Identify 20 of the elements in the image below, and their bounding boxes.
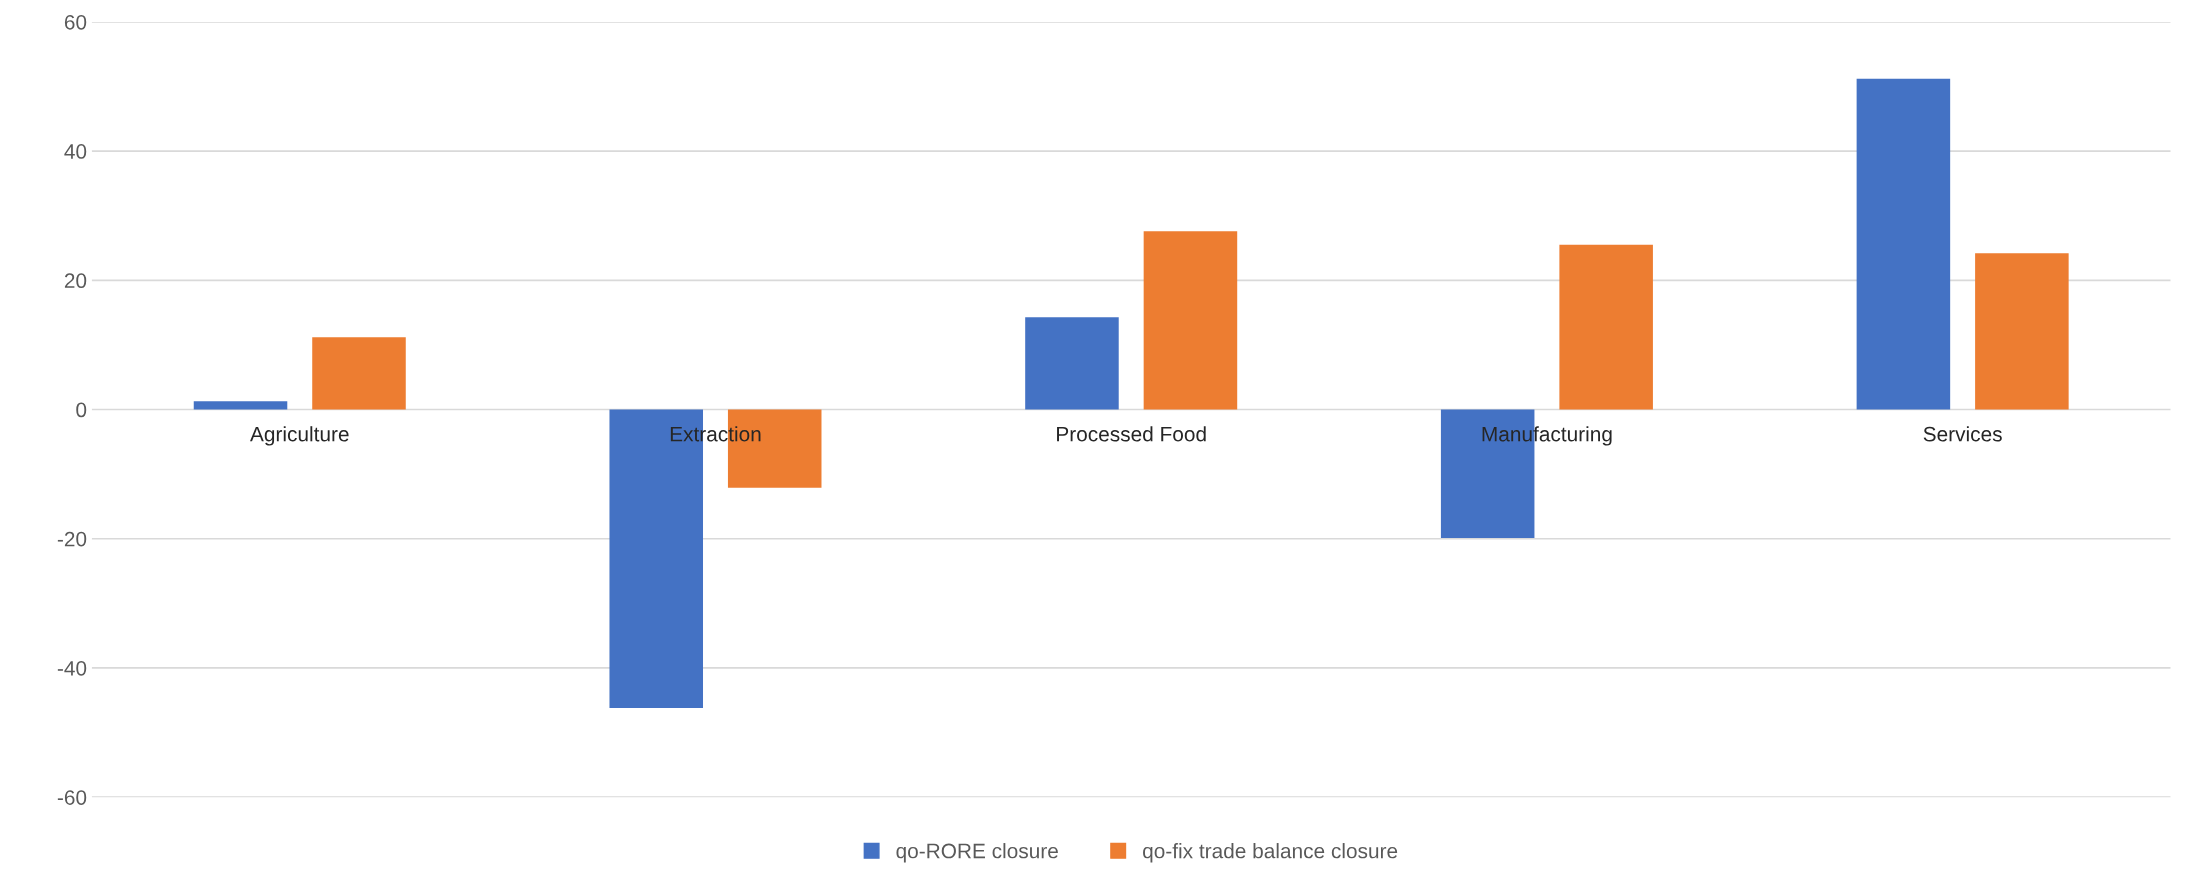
y-tick-label: -20 <box>57 531 87 547</box>
bar <box>193 401 288 410</box>
x-tick-label: Processed Food <box>1057 426 1206 442</box>
bar <box>1143 231 1238 410</box>
x-tick-label: Agriculture <box>250 426 349 446</box>
bar <box>1025 317 1119 410</box>
y-tick-label: 60 <box>64 14 87 30</box>
bar <box>1975 253 2069 410</box>
bar <box>312 337 406 410</box>
y-tick-label: 40 <box>64 144 87 159</box>
y-tick-label: 20 <box>64 273 87 289</box>
legend-label: qo-RORE closure <box>896 843 1058 863</box>
x-tick-label: Extraction <box>670 426 761 442</box>
y-tick-label: -40 <box>57 660 87 676</box>
legend-label: qo-fix trade balance closure <box>1143 843 1398 863</box>
bar <box>1559 244 1653 410</box>
y-tick-label: -60 <box>57 790 87 805</box>
x-tick-label: Services <box>1923 426 2002 442</box>
y-tick-label: 0 <box>76 402 87 418</box>
bar <box>1856 78 1951 410</box>
